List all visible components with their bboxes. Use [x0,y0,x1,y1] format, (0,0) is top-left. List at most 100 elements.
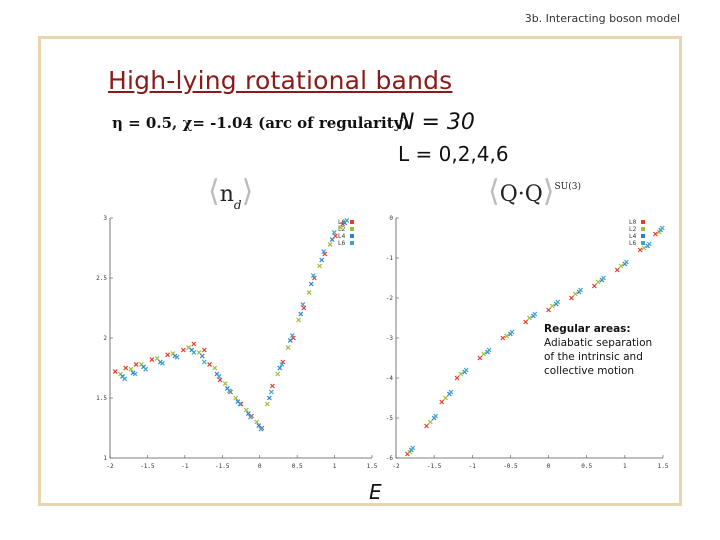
right-legend-entry: L0 [629,219,637,226]
right-data-point [555,299,561,305]
right-x-tick-label: 1 [623,463,627,470]
obs-left-subscript: d [233,198,242,212]
left-data-point [254,419,260,425]
left-data-point [321,249,327,255]
left-angle-bracket-icon: ⟨ [208,174,220,209]
left-data-point [237,401,243,407]
left-data-point [300,301,306,307]
left-data-point [301,305,307,311]
left-y-tick-label: 3 [103,215,107,222]
left-data-point [180,347,186,353]
left-data-point [227,388,232,394]
right-data-point [614,267,620,273]
left-data-point [310,273,316,279]
right-data-point [659,225,665,231]
boson-number-label: N = 30 [398,110,475,135]
right-data-point [572,291,578,297]
left-data-point [248,414,253,420]
left-data-point [289,333,295,339]
right-y-tick-label: -2 [386,295,394,302]
left-data-point [123,365,129,371]
left-data-point [154,355,160,361]
right-angle-bracket-icon: ⟩ [241,174,254,209]
right-data-point [546,307,551,313]
right-data-point [439,399,445,405]
left-data-point [191,341,197,347]
right-data-point [591,283,597,289]
right-legend-entry: L4 [629,233,637,240]
right-y-tick-label: -4 [386,375,394,382]
left-data-point [306,289,312,295]
left-legend-entry: L6 [338,240,346,247]
parameters-text: η = 0.5, χ= -1.04 (arc of regularity) [112,114,410,132]
right-data-point [532,311,538,317]
right-legend-swatch [641,227,645,231]
energy-axis-label: E [369,480,382,504]
left-data-point [279,361,285,367]
slide-title: High-lying rotational bands [108,66,453,95]
right-legend-swatch [641,220,645,224]
left-y-tick-label: 1.5 [96,395,107,402]
left-data-point [128,366,134,372]
right-data-point [504,333,510,339]
right-data-point [646,241,652,247]
right-y-tick-label: -3 [386,335,394,342]
left-y-tick-label: 2.5 [96,275,107,282]
right-y-tick-label: -1 [386,255,394,262]
left-x-tick-label: 1 [333,463,337,470]
left-data-point [327,241,333,247]
left-data-point [344,217,350,223]
right-y-tick-label: 0 [389,215,393,222]
left-data-point [201,347,207,353]
left-data-point [243,407,249,413]
right-x-tick-label: -1.5 [427,463,442,470]
left-x-tick-label: 1.5 [367,463,378,470]
obs-right-superscript: SU(3) [554,182,582,192]
right-data-point [500,335,506,341]
left-data-point [143,366,149,372]
angular-momentum-label: L = 0,2,4,6 [398,142,509,166]
right-x-tick-label: 0 [547,463,551,470]
left-data-point [319,257,325,263]
left-legend-swatch [350,241,354,245]
annotation-body: Adiabatic separation of the intrinsic an… [544,337,653,377]
left-x-tick-label: 0 [258,463,262,470]
left-data-point [268,389,274,395]
right-data-point [595,279,601,285]
left-x-tick-label: -1.5 [215,463,230,470]
right-data-point [458,371,464,377]
left-legend-entry: L4 [338,233,346,240]
right-data-point [463,367,469,373]
left-data-point [174,354,180,360]
right-data-point [424,423,429,429]
right-data-point [454,375,460,381]
right-data-point [641,245,647,251]
obs-right-symbol: Q·Q [499,182,543,207]
right-x-tick-label: -0.5 [503,463,518,470]
left-data-point [332,233,338,239]
right-data-point [477,355,483,361]
right-data-point [481,351,487,357]
left-data-point [275,371,281,377]
right-legend-swatch [641,241,645,245]
right-observable-label: ⟨Q·Q⟩SU(3) [488,174,581,209]
left-data-point [165,352,171,358]
left-data-point [112,369,118,375]
right-data-point [569,295,574,301]
right-data-point [410,445,416,451]
right-y-tick-label: -6 [386,455,394,462]
right-data-point [618,263,624,269]
left-data-point [277,365,283,371]
left-data-point [331,229,337,235]
left-data-point [308,281,314,287]
left-data-point [245,411,251,417]
left-y-tick-label: 1 [103,455,107,462]
right-data-point [652,231,658,237]
right-data-point [433,413,439,419]
left-data-point [217,377,223,383]
left-legend-swatch [350,220,354,224]
left-angle-bracket-icon: ⟨ [488,174,500,209]
left-x-tick-label: -1 [181,463,189,470]
left-data-point [122,376,128,382]
